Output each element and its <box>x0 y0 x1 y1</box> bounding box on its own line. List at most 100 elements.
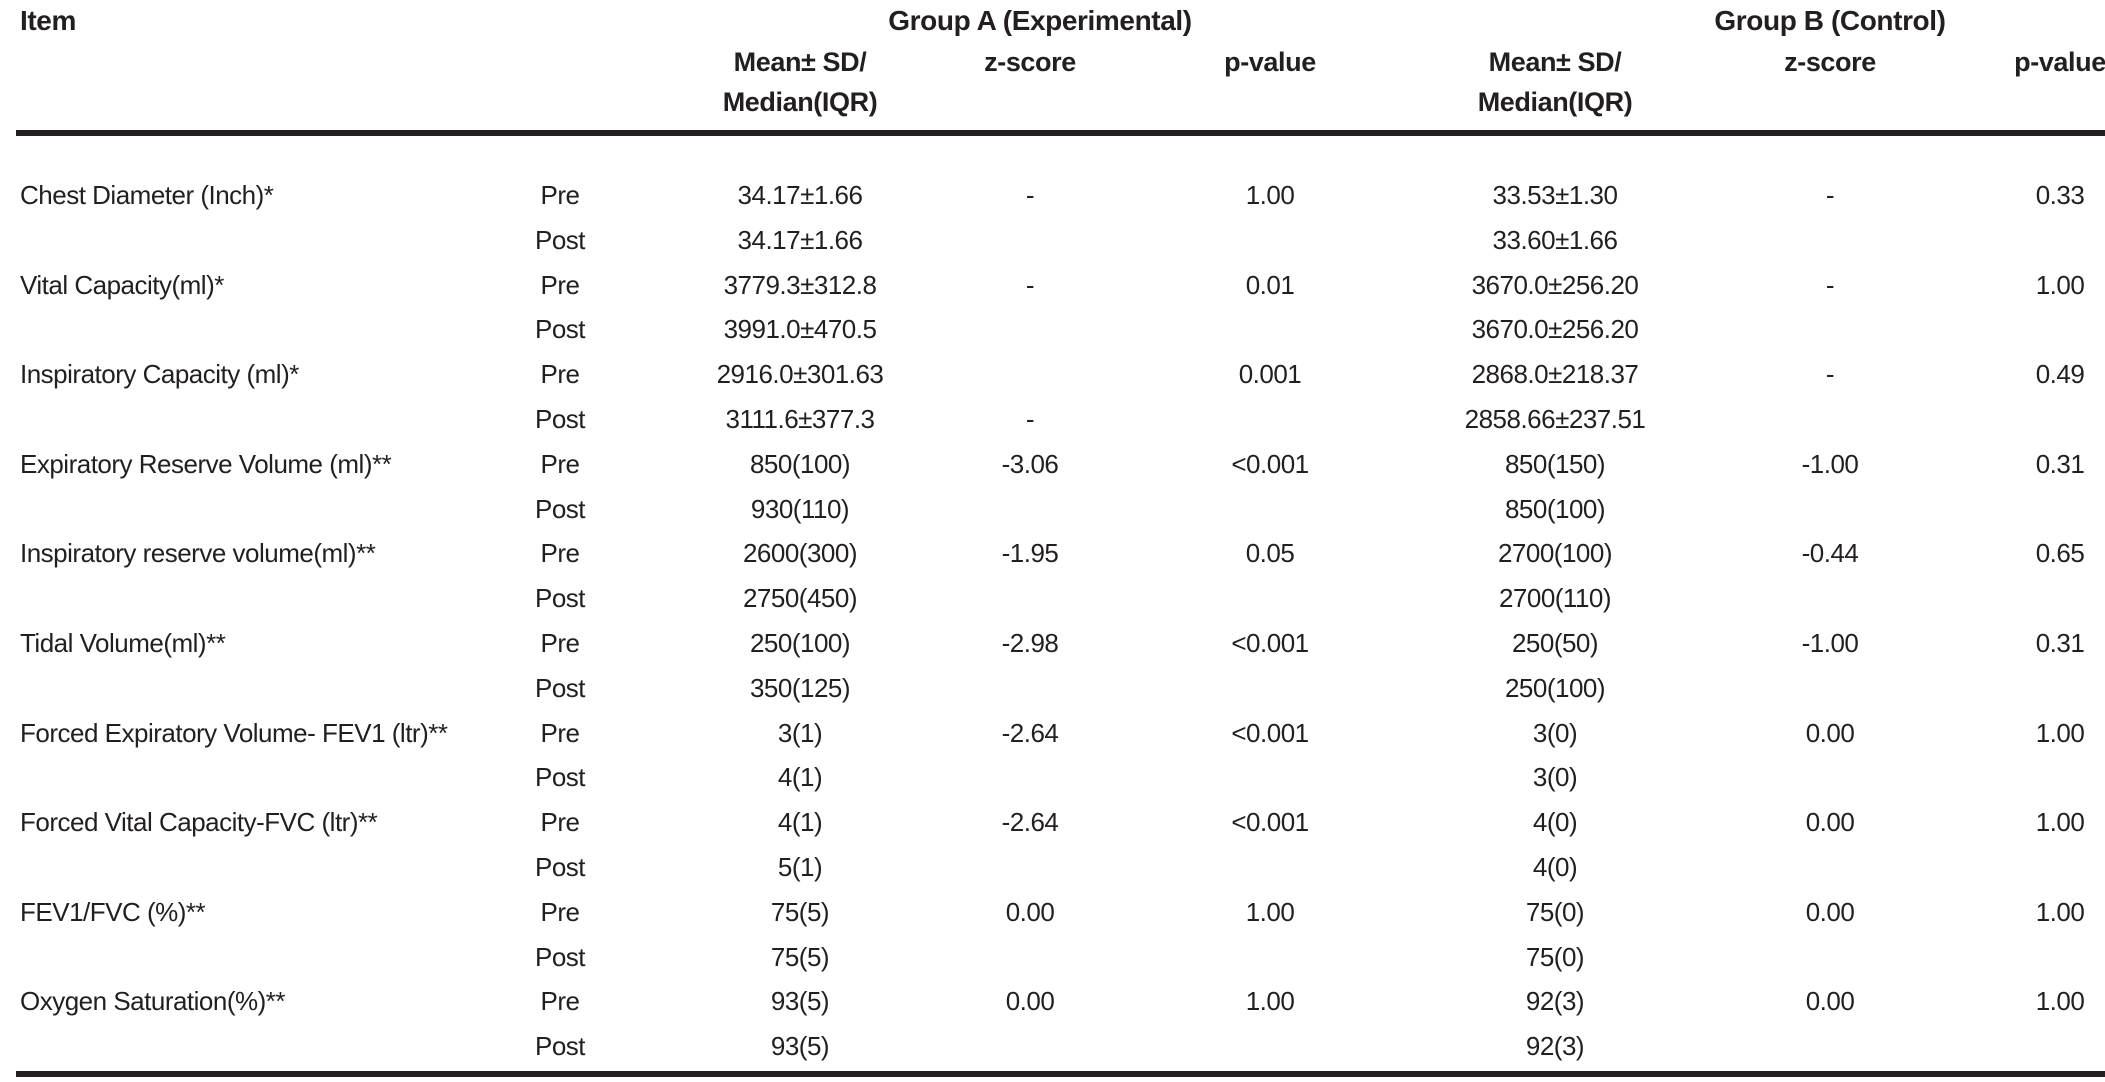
group-a-zscore-value <box>940 755 1120 800</box>
group-a-pvalue-value <box>1120 397 1420 442</box>
group-b-zscore-value <box>1690 845 1970 890</box>
column-header-group-a: Group A (Experimental) <box>888 5 1192 36</box>
group-a-zscore-value <box>940 352 1120 397</box>
table-row: Expiratory Reserve Volume (ml)** Pre 850… <box>0 442 2105 487</box>
group-b-pvalue-value: 0.49 <box>2035 359 2085 390</box>
column-header-pvalue-b: p-value <box>2014 47 2105 77</box>
group-a-mean-value: 75(5) <box>770 941 830 972</box>
table-row: Inspiratory reserve volume(ml)** Pre 260… <box>0 531 2105 576</box>
group-b-mean-value: 4(0) <box>1532 807 1578 838</box>
mean-header-line2: Median(IQR) <box>1477 87 1633 117</box>
group-b-mean-value: 2858.66±237.51 <box>1464 403 1646 434</box>
group-b-mean-value: 2700(110) <box>1498 583 1612 614</box>
group-b-mean-value: 33.53±1.30 <box>1492 180 1618 210</box>
phase-label: Pre <box>540 627 580 658</box>
table-header-groups: Item Group A (Experimental) Group B (Con… <box>0 4 2105 42</box>
table-row: Post 930(110) 850(100) <box>0 487 2105 532</box>
group-b-mean-value: 75(0) <box>1525 896 1585 927</box>
group-a-pvalue-value: <0.001 <box>1231 717 1309 748</box>
group-b-zscore-value: -0.44 <box>1801 538 1859 569</box>
group-b-pvalue-value <box>1970 307 2105 352</box>
group-a-mean-value: 350(125) <box>749 672 851 703</box>
group-a-zscore-value <box>940 576 1120 621</box>
phase-label: Post <box>534 224 586 255</box>
item-label: Chest Diameter (Inch)* <box>20 180 274 210</box>
phase-label: Post <box>534 762 586 793</box>
group-a-mean-value: 2750(450) <box>742 583 858 614</box>
group-a-pvalue-value: 0.05 <box>1245 538 1295 569</box>
phase-label: Post <box>534 583 586 614</box>
group-a-pvalue-value: 1.00 <box>1245 180 1295 210</box>
column-header-group-b: Group B (Control) <box>1714 5 1946 36</box>
phase-label: Post <box>534 941 586 972</box>
table-row: Oxygen Saturation(%)** Pre 93(5) 0.00 1.… <box>0 979 2105 1024</box>
group-a-pvalue-value <box>1120 1024 1420 1069</box>
group-b-mean-value: 850(100) <box>1504 493 1606 524</box>
group-b-zscore-value <box>1690 755 1970 800</box>
item-label: Forced Vital Capacity-FVC (ltr)** <box>20 807 378 838</box>
group-b-pvalue-value <box>1970 487 2105 532</box>
group-a-zscore-value <box>940 845 1120 890</box>
group-b-pvalue-value: 0.31 <box>2035 627 2085 658</box>
group-b-pvalue-value: 1.00 <box>2035 807 2085 838</box>
group-b-pvalue-value <box>1970 397 2105 442</box>
phase-label: Post <box>534 1031 586 1062</box>
item-label: Forced Expiratory Volume- FEV1 (ltr)** <box>20 717 448 748</box>
group-a-pvalue-value: <0.001 <box>1231 807 1309 838</box>
item-label: Inspiratory Capacity (ml)* <box>20 359 299 390</box>
group-b-pvalue-value: 1.00 <box>2035 986 2085 1017</box>
group-b-mean-value: 3670.0±256.20 <box>1471 314 1639 345</box>
group-a-pvalue-value <box>1120 845 1420 890</box>
group-a-pvalue-value <box>1120 576 1420 621</box>
group-a-zscore-value: -2.98 <box>1001 627 1059 658</box>
group-a-mean-value: 4(1) <box>777 762 823 793</box>
group-a-pvalue-value: 1.00 <box>1245 896 1295 927</box>
group-b-pvalue-value: 1.00 <box>2035 896 2085 927</box>
group-b-mean-value: 2868.0±218.37 <box>1471 359 1639 390</box>
phase-label: Pre <box>540 986 580 1017</box>
table-row: Tidal Volume(ml)** Pre 250(100) -2.98 <0… <box>0 621 2105 666</box>
group-b-mean-value: 3(0) <box>1532 717 1578 748</box>
mean-header-line1: Mean± SD/ <box>1488 47 1622 77</box>
group-b-pvalue-value: 0.33 <box>2035 180 2085 210</box>
group-b-zscore-value: - <box>1825 269 1835 300</box>
mean-header-line1: Mean± SD/ <box>733 47 867 77</box>
column-header-zscore-b: z-score <box>1784 47 1876 77</box>
group-a-mean-value: 250(100) <box>749 627 851 658</box>
group-a-mean-value: 3779.3±312.8 <box>723 269 877 300</box>
group-a-pvalue-value <box>1120 487 1420 532</box>
group-a-mean-value: 3991.0±470.5 <box>723 314 877 345</box>
group-b-zscore-value: 0.00 <box>1805 896 1855 927</box>
group-b-pvalue-value <box>1970 1024 2105 1069</box>
group-a-mean-value: 2916.0±301.63 <box>716 359 884 390</box>
table-body: Chest Diameter (Inch)* Pre 34.17±1.66 - … <box>0 173 2105 1069</box>
group-b-zscore-value: -1.00 <box>1801 448 1859 479</box>
item-label: Tidal Volume(ml)** <box>20 627 226 658</box>
column-header-mean-a: Mean± SD/ Median(IQR) <box>660 42 940 122</box>
group-a-zscore-value: 0.00 <box>1005 986 1055 1017</box>
column-header-mean-b: Mean± SD/ Median(IQR) <box>1420 42 1690 122</box>
group-a-mean-value: 5(1) <box>777 851 823 882</box>
group-b-zscore-value <box>1690 487 1970 532</box>
table-row: Post 350(125) 250(100) <box>0 666 2105 711</box>
table-row: Vital Capacity(ml)* Pre 3779.3±312.8 - 0… <box>0 263 2105 308</box>
group-a-mean-value: 34.17±1.66 <box>737 180 863 210</box>
phase-label: Pre <box>540 896 580 927</box>
group-b-zscore-value <box>1690 576 1970 621</box>
group-a-zscore-value: - <box>1025 180 1035 210</box>
group-b-mean-value: 92(3) <box>1525 986 1585 1017</box>
table-row: Post 3111.6±377.3 - 2858.66±237.51 <box>0 397 2105 442</box>
group-a-pvalue-value <box>1120 755 1420 800</box>
group-a-zscore-value: - <box>1025 403 1035 434</box>
group-a-zscore-value <box>940 307 1120 352</box>
item-label: FEV1/FVC (%)** <box>20 896 206 927</box>
group-a-zscore-value <box>940 935 1120 980</box>
phase-label: Post <box>534 314 586 345</box>
group-b-mean-value: 3670.0±256.20 <box>1471 269 1639 300</box>
phase-label: Pre <box>540 359 580 390</box>
phase-label: Pre <box>540 538 580 569</box>
group-b-mean-value: 3(0) <box>1532 762 1578 793</box>
group-a-mean-value: 930(110) <box>750 493 850 524</box>
group-b-zscore-value <box>1690 397 1970 442</box>
